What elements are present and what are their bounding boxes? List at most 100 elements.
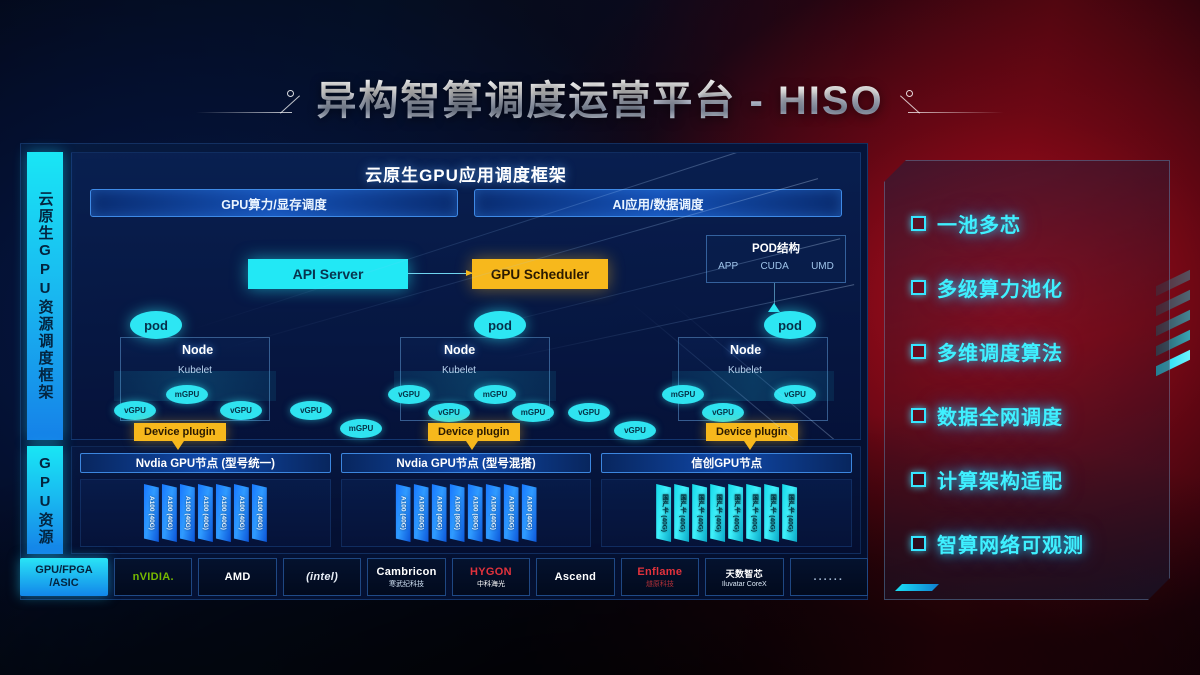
device-plugin-3[interactable]: Device plugin [706,423,798,441]
gpu-card-label: A100 (40G) [219,496,227,530]
gpu-chip-3-2[interactable]: vGPU [702,403,744,422]
gpu-card[interactable]: 国产卡 (40G) [764,484,780,542]
gpu-card[interactable]: 国产卡 (40G) [656,484,672,542]
node-group-3: pod Node Kubelet mGPU vGPU vGPU Device p… [662,311,834,450]
feature-item-2[interactable]: 多级算力池化 [911,255,1169,319]
gpu-chip-mid-1[interactable]: vGPU [290,401,332,420]
gpu-chip-2-1[interactable]: vGPU [388,385,430,404]
feature-item-1[interactable]: 一池多芯 [911,191,1169,255]
gpu-card-label: A100 (40G) [417,496,425,530]
vendor-key-line1: GPU/FPGA [35,564,93,576]
gpu-card[interactable]: A100 (80G) [449,484,465,542]
gpu-card[interactable]: 国产卡 (40G) [674,484,690,542]
device-plugin-2[interactable]: Device plugin [428,423,520,441]
gpu-chip-mid-3[interactable]: vGPU [568,403,610,422]
feature-item-5[interactable]: 计算架构适配 [911,447,1169,511]
feature-item-3-label: 多维调度算法 [937,342,1063,365]
gpu-card[interactable]: A100 (40G) [179,484,195,542]
node-box-3 [678,337,828,421]
device-plugin-arrow-2-icon [466,441,478,450]
gpu-card[interactable]: 国产卡 (40G) [710,484,726,542]
vendor-logo-iluvatar-sub: Iluvatar CoreX [721,580,767,588]
pod-node-2[interactable]: pod [474,311,526,339]
gpu-card[interactable]: 国产卡 (40G) [782,484,798,542]
gpu-card-label: A100 (40G) [435,496,443,530]
feature-item-5-label: 计算架构适配 [937,470,1063,493]
pod-structure-item-cuda: CUDA [760,261,789,272]
vertical-band-framework: 云原生GPU资源调度框架 [27,152,63,440]
gpu-card-label: 国产卡 (40G) [768,494,776,532]
gpu-group-2: Nvdia GPU节点 (型号混搭) A100 (40G) A100 (40G)… [340,453,592,547]
scheduling-bar-gpu[interactable]: GPU算力/显存调度 [90,189,458,217]
gpu-chip-mid-4[interactable]: vGPU [614,421,656,440]
node-label-3: Node [730,343,762,357]
vendor-key-line2: /ASIC [49,577,79,589]
vendor-logo-cambricon[interactable]: Cambricon 寒武纪科技 [367,558,446,596]
gpu-group-1: Nvdia GPU节点 (型号统一) A100 (40G) A100 (40G)… [80,453,331,547]
gpu-rack-1: A100 (40G) A100 (40G) A100 (40G) A100 (4… [80,479,331,547]
gpu-card[interactable]: A100 (40G) [503,484,519,542]
feature-item-2-label: 多级算力池化 [937,278,1063,301]
feature-item-6-label: 智算网络可观测 [937,534,1084,557]
gpu-chip-1-3[interactable]: vGPU [220,401,262,420]
gpu-card[interactable]: A100 (80G) [467,484,483,542]
vendor-logo-iluvatar[interactable]: 天数智芯 Iluvatar CoreX [705,558,784,596]
gpu-chip-2-4[interactable]: mGPU [512,403,554,422]
gpu-card-label: A100 (40G) [237,496,245,530]
gpu-card-label: A100 (40G) [165,496,173,530]
gpu-card[interactable]: 国产卡 (40G) [692,484,708,542]
vendor-logo-amd[interactable]: AMD [198,558,277,596]
gpu-card[interactable]: A100 (40G) [485,484,501,542]
gpu-group-1-title: Nvdia GPU节点 (型号统一) [80,453,331,473]
gpu-scheduler-node[interactable]: GPU Scheduler [472,259,608,289]
gpu-card[interactable]: A100 (40G) [143,484,159,542]
gpu-chip-3-1[interactable]: mGPU [662,385,704,404]
gpu-chip-2-2[interactable]: vGPU [428,403,470,422]
gpu-chip-mid-2[interactable]: mGPU [340,419,382,438]
gpu-card-label: A100 (40G) [201,496,209,530]
pod-node-3[interactable]: pod [764,311,816,339]
feature-item-4-label: 数据全网调度 [937,406,1063,429]
gpu-chip-3-3[interactable]: vGPU [774,385,816,404]
gpu-card[interactable]: 国产卡 (40G) [728,484,744,542]
pod-node-1[interactable]: pod [130,311,182,339]
feature-item-3[interactable]: 多维调度算法 [911,319,1169,383]
vendor-logo-nvidia[interactable]: nVIDIA. [114,558,193,596]
vendor-logo-more[interactable]: ...... [789,558,868,596]
device-plugin-arrow-1-icon [172,441,184,450]
gpu-card[interactable]: A100 (40G) [521,484,537,542]
gpu-card[interactable]: A100 (40G) [215,484,231,542]
gpu-card[interactable]: A100 (40G) [161,484,177,542]
gpu-card-label: A100 (80G) [453,496,461,530]
vendor-logo-nvidia-label: nVIDIA. [132,571,174,583]
gpu-card[interactable]: A100 (40G) [431,484,447,542]
feature-item-6[interactable]: 智算网络可观测 [911,511,1169,575]
gpu-card-label: A100 (40G) [255,496,263,530]
gpu-chip-1-1[interactable]: vGPU [114,401,156,420]
slide-title-container: 异构智算调度运营平台 - HISO [0,66,1200,128]
gpu-card[interactable]: A100 (40G) [413,484,429,542]
vendor-logo-enflame[interactable]: Enflame 燧原科技 [620,558,700,596]
scheduling-bar-ai[interactable]: AI应用/数据调度 [474,189,842,217]
vendor-logo-ascend[interactable]: Ascend [536,558,615,596]
pod-struct-connector [774,283,775,305]
gpu-card[interactable]: A100 (40G) [395,484,411,542]
gpu-card[interactable]: A100 (40G) [233,484,249,542]
gpu-card[interactable]: 国产卡 (40G) [746,484,762,542]
gpu-card[interactable]: A100 (40G) [197,484,213,542]
gpu-chip-2-3[interactable]: mGPU [474,385,516,404]
vendor-logo-hygon-sub: 中科海光 [476,580,505,588]
architecture-board: 云原生GPU资源调度框架 GPU资源 云原生GPU应用调度框架 GPU算力/显存… [20,143,868,600]
vendor-key-label: GPU/FPGA /ASIC [20,558,108,596]
vendor-logo-hygon[interactable]: HYGON 中科海光 [451,558,531,596]
api-server-node[interactable]: API Server [248,259,408,289]
gpu-card-label: 国产卡 (40G) [750,494,758,532]
gpu-card[interactable]: A100 (40G) [251,484,267,542]
vendor-logo-strip: GPU/FPGA /ASIC nVIDIA. AMD (intel) Cambr… [20,558,868,596]
gpu-card-label: A100 (40G) [489,496,497,530]
vendor-logo-intel[interactable]: (intel) [282,558,362,596]
feature-item-4[interactable]: 数据全网调度 [911,383,1169,447]
device-plugin-1[interactable]: Device plugin [134,423,226,441]
gpu-chip-1-2[interactable]: mGPU [166,385,208,404]
pod-struct-arrow-icon [768,303,780,312]
